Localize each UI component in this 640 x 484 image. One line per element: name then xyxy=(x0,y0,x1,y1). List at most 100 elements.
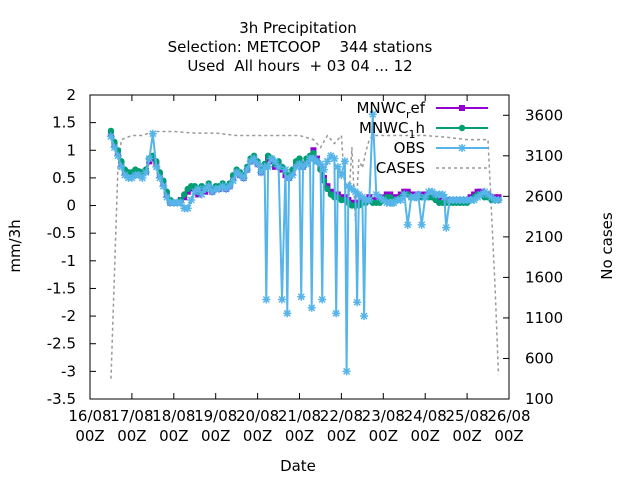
data-point xyxy=(145,154,154,163)
data-point-stroke xyxy=(257,168,265,176)
series-obs xyxy=(106,110,503,376)
data-point xyxy=(183,204,192,213)
y2-tick-label: 2100 xyxy=(525,228,563,246)
data-point xyxy=(110,143,119,152)
data-point xyxy=(302,160,311,169)
data-point xyxy=(319,165,328,174)
data-point xyxy=(458,124,466,132)
data-point-stroke xyxy=(327,152,335,160)
data-point-stroke xyxy=(145,155,153,163)
data-point-stroke xyxy=(159,182,167,190)
y-tick-label: -1.5 xyxy=(47,279,76,297)
x-tick-label-hour: 00Z xyxy=(75,427,104,445)
data-point xyxy=(264,162,273,171)
data-point-stroke xyxy=(484,190,492,199)
x-tick-label-date: 26/08 xyxy=(487,407,530,425)
y2-tick-label: 1100 xyxy=(525,309,563,327)
data-point xyxy=(162,193,171,202)
data-point-stroke xyxy=(458,144,466,152)
y2-tick-label: 2600 xyxy=(525,187,563,205)
legend-entry-mnwc_1h: MNWC1h xyxy=(359,119,488,141)
x-tick-label-date: 18/08 xyxy=(152,407,195,425)
data-point xyxy=(360,312,369,321)
data-point xyxy=(296,155,303,162)
data-point-stroke xyxy=(341,157,349,165)
legend-label: OBS xyxy=(394,139,425,157)
data-point-stroke xyxy=(262,295,270,304)
data-point-stroke xyxy=(177,199,185,207)
data-point-stroke xyxy=(440,193,448,201)
data-point-stroke xyxy=(358,193,366,201)
x-tick-label-date: 17/08 xyxy=(110,407,153,425)
data-point-stroke xyxy=(372,190,380,199)
series-layer xyxy=(106,110,503,379)
data-point xyxy=(307,303,316,312)
x-tick-label-hour: 00Z xyxy=(159,427,188,445)
data-point-stroke xyxy=(229,177,237,185)
data-point xyxy=(152,162,161,171)
data-point xyxy=(459,105,465,111)
data-point xyxy=(417,220,426,229)
data-point xyxy=(414,190,423,199)
y-tick-label: -3.5 xyxy=(47,390,76,408)
data-point-stroke xyxy=(309,155,317,163)
legend-label: CASES xyxy=(376,159,425,177)
data-point-stroke xyxy=(107,132,115,140)
x-tick-label-hour: 00Z xyxy=(327,427,356,445)
data-point-stroke xyxy=(360,312,368,320)
y2-tick-label: 3100 xyxy=(525,147,563,165)
data-point-stroke xyxy=(428,188,436,196)
data-point xyxy=(138,173,147,182)
data-point-stroke xyxy=(278,295,286,304)
data-point xyxy=(257,168,266,177)
data-point xyxy=(113,151,122,160)
data-point-stroke xyxy=(184,204,192,212)
data-point xyxy=(194,184,203,193)
y2-tick-label: 3600 xyxy=(525,106,563,124)
y-tick-label: -2 xyxy=(61,307,76,325)
data-point-stroke xyxy=(297,293,305,301)
data-point-stroke xyxy=(355,190,363,199)
data-point xyxy=(342,367,351,376)
data-point xyxy=(340,157,349,166)
tick-layer: -3.5-3-2.5-2-1.5-1-0.500.511.52100600110… xyxy=(47,86,563,445)
data-point-stroke xyxy=(414,190,422,199)
data-point xyxy=(253,160,262,169)
data-point xyxy=(333,162,342,171)
data-point-stroke xyxy=(400,190,408,199)
data-point xyxy=(421,193,430,202)
y-tick-label: 0 xyxy=(66,197,76,215)
data-point-stroke xyxy=(343,367,351,375)
data-point-stroke xyxy=(250,155,258,163)
data-point xyxy=(246,157,255,166)
data-point xyxy=(271,157,280,166)
x-tick-label-hour: 00Z xyxy=(369,427,398,445)
y-tick-label: 1.5 xyxy=(52,114,76,132)
y-axis-label: mm/3h xyxy=(6,219,24,272)
data-point-stroke xyxy=(316,160,324,168)
data-point-stroke xyxy=(302,160,311,168)
legend-entry-mnwc_ref: MNWCref xyxy=(356,99,488,121)
data-point-stroke xyxy=(353,298,361,306)
x-axis-label: Date xyxy=(280,457,316,475)
data-point xyxy=(181,191,188,198)
data-point-stroke xyxy=(271,157,279,165)
x-tick-label-hour: 00Z xyxy=(243,427,272,445)
data-point-stroke xyxy=(156,174,164,182)
data-point-stroke xyxy=(243,166,251,174)
x-tick-label-hour: 00Z xyxy=(201,427,230,445)
data-point xyxy=(396,196,405,205)
data-point xyxy=(107,127,115,135)
data-point-stroke xyxy=(288,171,297,179)
data-point-stroke xyxy=(187,196,195,204)
x-tick-label-hour: 00Z xyxy=(452,427,481,445)
data-point xyxy=(316,160,325,169)
data-point-stroke xyxy=(351,188,359,196)
data-point-stroke xyxy=(275,163,283,171)
data-point-stroke xyxy=(318,295,326,304)
data-point-stroke xyxy=(114,152,122,160)
y2-tick-label: 600 xyxy=(525,349,554,367)
data-point xyxy=(148,129,157,138)
data-point-stroke xyxy=(205,182,213,190)
